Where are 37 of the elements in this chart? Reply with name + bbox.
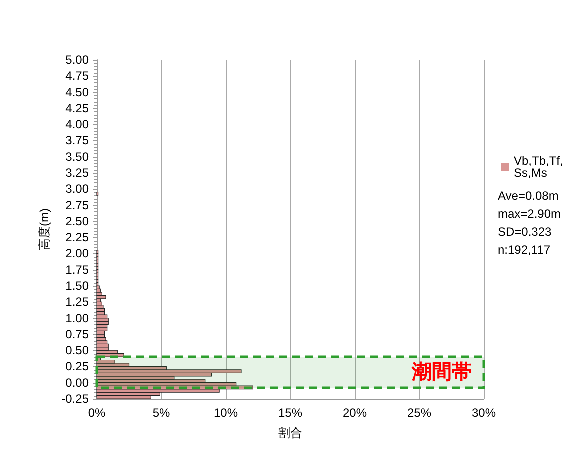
y-tick-label: 0.75 bbox=[66, 327, 90, 342]
y-tick-label: 3.25 bbox=[66, 166, 90, 180]
legend-label: Vb,Tb,Tf,Ss,Ms bbox=[514, 154, 564, 180]
y-tick-label: 3.75 bbox=[66, 134, 90, 148]
x-tick-label: 15% bbox=[278, 406, 303, 420]
y-tick-label: 0.50 bbox=[66, 344, 90, 358]
text: Ave=0.08m bbox=[498, 189, 559, 203]
y-tick-label: 1.00 bbox=[66, 311, 90, 326]
text: n:192,117 bbox=[498, 243, 551, 257]
y-tick-label: 4.00 bbox=[66, 118, 90, 132]
y-tick-label: 4.25 bbox=[66, 101, 90, 116]
text: SD=0.323 bbox=[498, 225, 552, 239]
y-tick-label: 2.00 bbox=[66, 246, 90, 261]
y-tick-label: 1.25 bbox=[66, 295, 90, 310]
x-tick-label: 25% bbox=[407, 406, 432, 420]
y-tick-label: 5.00 bbox=[66, 53, 90, 67]
y-tick-label: 0.00 bbox=[66, 376, 90, 390]
x-tick-label: 20% bbox=[342, 406, 368, 420]
y-axis-title: 高度(m) bbox=[38, 208, 52, 250]
y-tick-label: 1.50 bbox=[66, 279, 90, 293]
y-tick-label: 2.25 bbox=[66, 230, 90, 245]
y-tick-label: -0.25 bbox=[62, 392, 90, 406]
band-label: 潮間帯 bbox=[411, 362, 472, 384]
x-tick-label: 5% bbox=[152, 406, 170, 420]
text: max=2.90m bbox=[498, 207, 562, 221]
x-tick-label: 0% bbox=[88, 406, 106, 420]
y-tick-label: 4.50 bbox=[66, 85, 90, 100]
y-tick-label: 4.75 bbox=[66, 69, 90, 84]
x-tick-label: 10% bbox=[214, 406, 238, 420]
x-axis-title: 割合 bbox=[278, 426, 302, 440]
y-tick-label: 2.75 bbox=[66, 198, 90, 212]
y-tick-label: 3.50 bbox=[66, 150, 90, 164]
y-tick-label: 2.50 bbox=[66, 214, 90, 228]
y-tick-label: 0.25 bbox=[66, 360, 90, 374]
x-tick-label: 30% bbox=[472, 406, 496, 420]
y-tick-label: 1.75 bbox=[66, 262, 90, 277]
y-tick-label: 3.00 bbox=[66, 182, 90, 196]
